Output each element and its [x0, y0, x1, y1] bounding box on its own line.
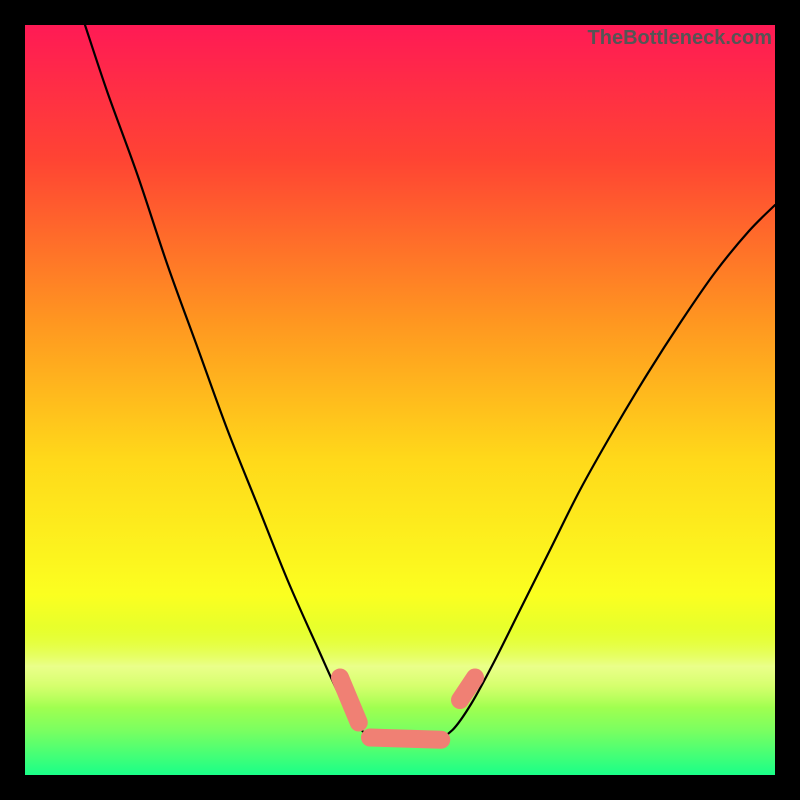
valley-marker-1 — [370, 738, 441, 740]
bottleneck-chart — [0, 0, 800, 800]
valley-marker-2 — [460, 678, 475, 701]
watermark-text: TheBottleneck.com — [588, 27, 772, 50]
pale-band — [25, 625, 775, 708]
